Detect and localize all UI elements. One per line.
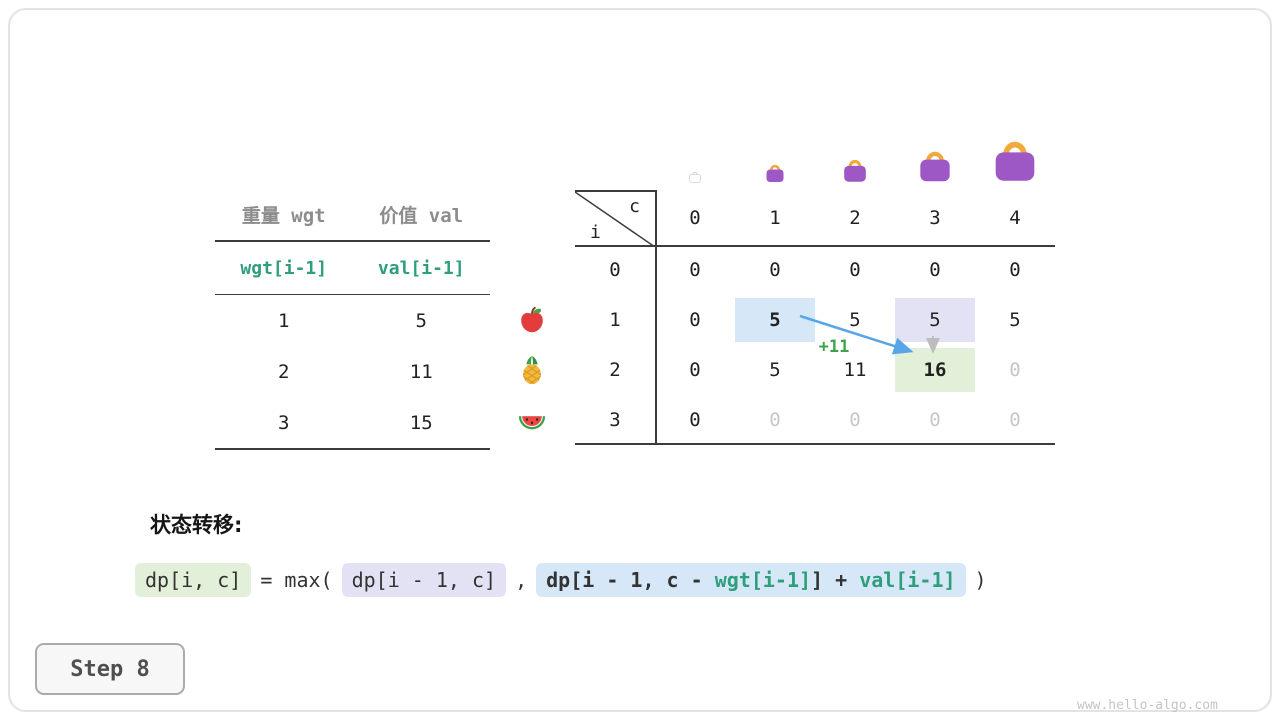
item-table-cell: 3 (278, 411, 290, 434)
item-table-row: 3 15 (215, 397, 490, 448)
dp-cell: 0 (689, 309, 701, 331)
transition-title: 状态转移: (150, 513, 243, 537)
watermark: www.hello-algo.com (1077, 698, 1218, 713)
dp-cell: 0 (929, 259, 941, 281)
item-table: 重量 wgt 价值 val wgt[i-1] val[i-1] 1 5 2 11 3 15 (215, 188, 490, 450)
header-value-label: 价值 val (379, 204, 464, 227)
dp-row-header: 0 (609, 259, 621, 281)
header-weight-label: 重量 wgt (241, 204, 326, 227)
dp-cell: 5 (735, 295, 815, 345)
item-formula-row: wgt[i-1] val[i-1] (215, 242, 490, 295)
arrow-gain-label: +11 (818, 337, 850, 357)
chip-dp-current: dp[i, c] (135, 563, 252, 597)
dp-cell: 11 (843, 359, 867, 381)
step-badge: Step 8 (35, 643, 185, 695)
dp-cell: 0 (1009, 259, 1021, 281)
col-axis-label: c (629, 196, 640, 217)
dp-col-header: 4 (1009, 206, 1021, 229)
row-axis-label: i (590, 222, 601, 243)
dp-col-header: 1 (769, 206, 781, 229)
dp-cell: 0 (849, 409, 861, 431)
bag-capacity-2-icon (815, 118, 895, 184)
item-table-cell: 2 (278, 360, 290, 383)
dp-cell: 0 (1009, 359, 1021, 381)
dp-row-headers: 0 1 2 3 (575, 245, 655, 445)
watermelon-icon (514, 395, 550, 445)
formula-wgt-label: wgt[i-1] (240, 257, 328, 279)
dp-corner-cell: c i (575, 190, 655, 247)
dp-col-header: 0 (689, 206, 701, 229)
take-mid: ] + (811, 568, 860, 592)
formula-comma: , (515, 568, 528, 592)
dp-col-header: 2 (849, 206, 861, 229)
formula-val-label: val[i-1] (377, 257, 465, 279)
header-divider (575, 245, 1055, 247)
dp-row-header: 3 (609, 409, 621, 431)
dp-cell: 5 (769, 359, 781, 381)
bag-capacity-4-icon (975, 118, 1055, 184)
item-table-cell: 5 (415, 309, 427, 332)
dp-cell: 5 (895, 295, 975, 345)
dp-cell: 0 (689, 259, 701, 281)
take-val: val[i-1] (859, 568, 956, 592)
step-badge-label: Step 8 (70, 656, 150, 682)
dp-cell: 0 (769, 409, 781, 431)
bag-capacity-3-icon (895, 118, 975, 184)
take-wgt: wgt[i-1] (714, 568, 812, 592)
dp-cell: 5 (1009, 309, 1021, 331)
item-table-row: 2 11 (215, 346, 490, 397)
formula-close-paren: ) (974, 568, 987, 592)
take-prefix: dp[i - 1, c - (546, 568, 715, 592)
formula-eq-max: = max( (260, 568, 333, 592)
dp-row-header: 2 (609, 359, 621, 381)
table-bottom-border (575, 443, 1055, 445)
row-header-divider (655, 190, 657, 445)
dp-cell: 16 (895, 345, 975, 395)
pineapple-icon (514, 345, 550, 395)
bag-capacity-1-icon (735, 118, 815, 184)
dp-column-headers: 0 1 2 3 4 (655, 190, 1055, 245)
item-table-cell: 1 (278, 309, 290, 332)
item-table-header: 重量 wgt 价值 val (215, 188, 490, 242)
corner-diagonal-line (575, 192, 655, 247)
chip-dp-skip: dp[i - 1, c] (341, 563, 507, 597)
item-table-cell: 15 (409, 411, 433, 434)
dp-row-header: 1 (609, 309, 621, 331)
capacity-bags-row (655, 118, 1055, 184)
item-table-body: 1 5 2 11 3 15 (215, 295, 490, 450)
bag-capacity-0-icon (655, 118, 735, 184)
apple-icon (514, 295, 550, 345)
dp-cell: 0 (849, 259, 861, 281)
transition-formula: dp[i, c] = max( dp[i - 1, c] , dp[i - 1,… (135, 563, 987, 597)
dp-cell: 0 (689, 359, 701, 381)
dp-cell: 0 (1009, 409, 1021, 431)
dp-cell: 0 (769, 259, 781, 281)
item-table-cell: 11 (409, 360, 433, 383)
dp-cell: 0 (689, 409, 701, 431)
dp-cell: 0 (929, 409, 941, 431)
chip-dp-take: dp[i - 1, c - wgt[i-1]] + val[i-1] (536, 563, 966, 597)
dp-col-header: 3 (929, 206, 941, 229)
